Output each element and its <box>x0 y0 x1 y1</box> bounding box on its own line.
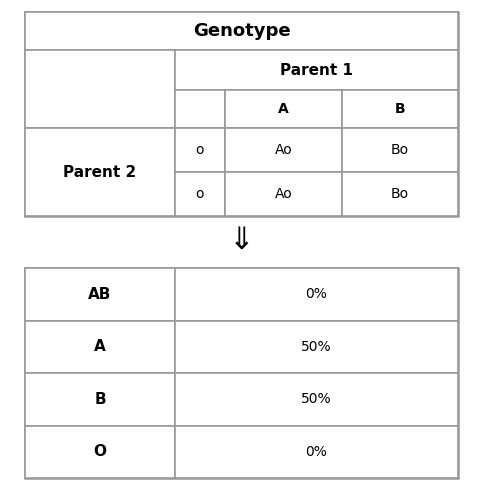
Bar <box>25 128 175 216</box>
Bar <box>175 268 458 321</box>
Bar <box>342 172 458 216</box>
Bar <box>342 90 458 128</box>
Text: 50%: 50% <box>301 340 332 354</box>
Text: 0%: 0% <box>306 287 327 301</box>
Bar <box>175 128 225 172</box>
Text: Ao: Ao <box>275 143 292 157</box>
Bar <box>175 172 225 216</box>
Bar <box>175 373 458 426</box>
Text: A: A <box>94 339 106 354</box>
Bar <box>175 50 458 90</box>
Text: o: o <box>196 187 204 201</box>
Text: Parent 1: Parent 1 <box>280 62 353 78</box>
Bar <box>25 12 458 50</box>
Bar <box>225 128 342 172</box>
Text: B: B <box>395 102 405 116</box>
Text: A: A <box>278 102 289 116</box>
Text: 50%: 50% <box>301 392 332 406</box>
Bar <box>225 90 342 128</box>
Bar <box>175 321 458 373</box>
Bar <box>25 426 175 478</box>
Text: ⇓: ⇓ <box>228 225 254 254</box>
Text: Bo: Bo <box>391 143 409 157</box>
Text: AB: AB <box>88 287 112 302</box>
Bar <box>25 321 175 373</box>
Bar <box>25 268 458 478</box>
Text: Genotype: Genotype <box>193 22 290 40</box>
Text: O: O <box>94 444 106 459</box>
Bar <box>25 12 458 216</box>
Bar <box>175 426 458 478</box>
Text: 0%: 0% <box>306 445 327 459</box>
Text: B: B <box>94 392 106 407</box>
Bar <box>225 172 342 216</box>
Bar <box>25 50 175 128</box>
Bar <box>342 128 458 172</box>
Text: o: o <box>196 143 204 157</box>
Text: Parent 2: Parent 2 <box>63 164 137 180</box>
Bar <box>25 268 175 321</box>
Text: Ao: Ao <box>275 187 292 201</box>
Text: Bo: Bo <box>391 187 409 201</box>
Bar <box>25 373 175 426</box>
Bar <box>175 90 225 128</box>
